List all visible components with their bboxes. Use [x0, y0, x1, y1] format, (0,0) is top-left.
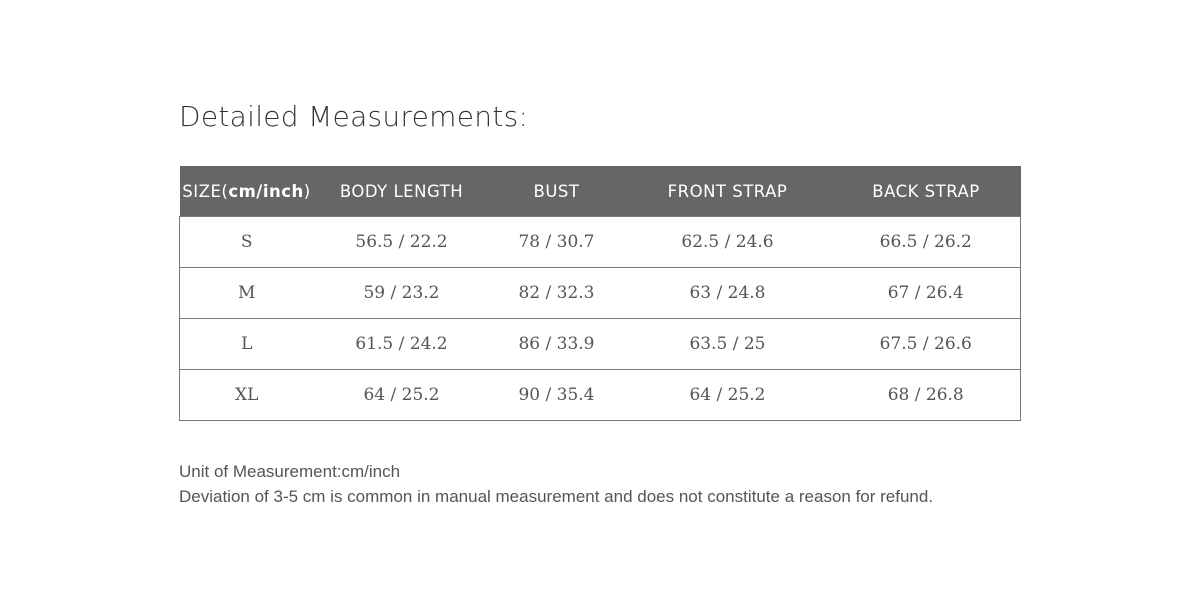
notes: Unit of Measurement:cm/inch Deviation of…: [179, 459, 933, 509]
cell-back-strap: 66.5 / 26.2: [831, 216, 1021, 268]
header-front-strap: FRONT STRAP: [623, 166, 832, 217]
table-header-row: SIZE(cm/inch) BODY LENGTH BUST FRONT STR…: [179, 166, 1021, 217]
table-row: XL 64 / 25.2 90 / 35.4 64 / 25.2 68 / 26.8: [179, 369, 1021, 421]
cell-bust: 90 / 35.4: [489, 369, 624, 421]
cell-back-strap: 67 / 26.4: [831, 267, 1021, 319]
cell-front-strap: 63 / 24.8: [623, 267, 832, 319]
cell-bust: 86 / 33.9: [489, 318, 624, 370]
cell-body-length: 56.5 / 22.2: [313, 216, 490, 268]
deviation-note: Deviation of 3-5 cm is common in manual …: [179, 487, 934, 506]
header-size-suffix: ): [303, 181, 311, 201]
cell-front-strap: 63.5 / 25: [623, 318, 832, 370]
header-bust: BUST: [489, 166, 624, 217]
cell-size: S: [179, 216, 314, 268]
cell-size: XL: [179, 369, 314, 421]
cell-bust: 82 / 32.3: [489, 267, 624, 319]
cell-body-length: 61.5 / 24.2: [313, 318, 490, 370]
header-size-unit: cm/inch: [228, 181, 304, 201]
cell-size: L: [179, 318, 314, 370]
header-size-label: SIZE(: [182, 181, 229, 201]
cell-back-strap: 68 / 26.8: [831, 369, 1021, 421]
page-title: Detailed Measurements:: [179, 100, 529, 133]
unit-note: Unit of Measurement:cm/inch: [179, 462, 401, 481]
table-row: S 56.5 / 22.2 78 / 30.7 62.5 / 24.6 66.5 / 2…: [179, 216, 1021, 268]
cell-body-length: 64 / 25.2: [313, 369, 490, 421]
cell-front-strap: 64 / 25.2: [623, 369, 832, 421]
table-row: L 61.5 / 24.2 86 / 33.9 63.5 / 25 67.5 / 26.…: [179, 318, 1021, 370]
cell-back-strap: 67.5 / 26.6: [831, 318, 1021, 370]
header-size: SIZE(cm/inch): [179, 166, 314, 217]
cell-size: M: [179, 267, 314, 319]
table-row: M 59 / 23.2 82 / 32.3 63 / 24.8 67 / 26.4: [179, 267, 1021, 319]
cell-bust: 78 / 30.7: [489, 216, 624, 268]
size-chart-table: SIZE(cm/inch) BODY LENGTH BUST FRONT STR…: [179, 166, 1021, 421]
header-body-length: BODY LENGTH: [313, 166, 490, 217]
cell-front-strap: 62.5 / 24.6: [623, 216, 832, 268]
cell-body-length: 59 / 23.2: [313, 267, 490, 319]
header-back-strap: BACK STRAP: [831, 166, 1021, 217]
